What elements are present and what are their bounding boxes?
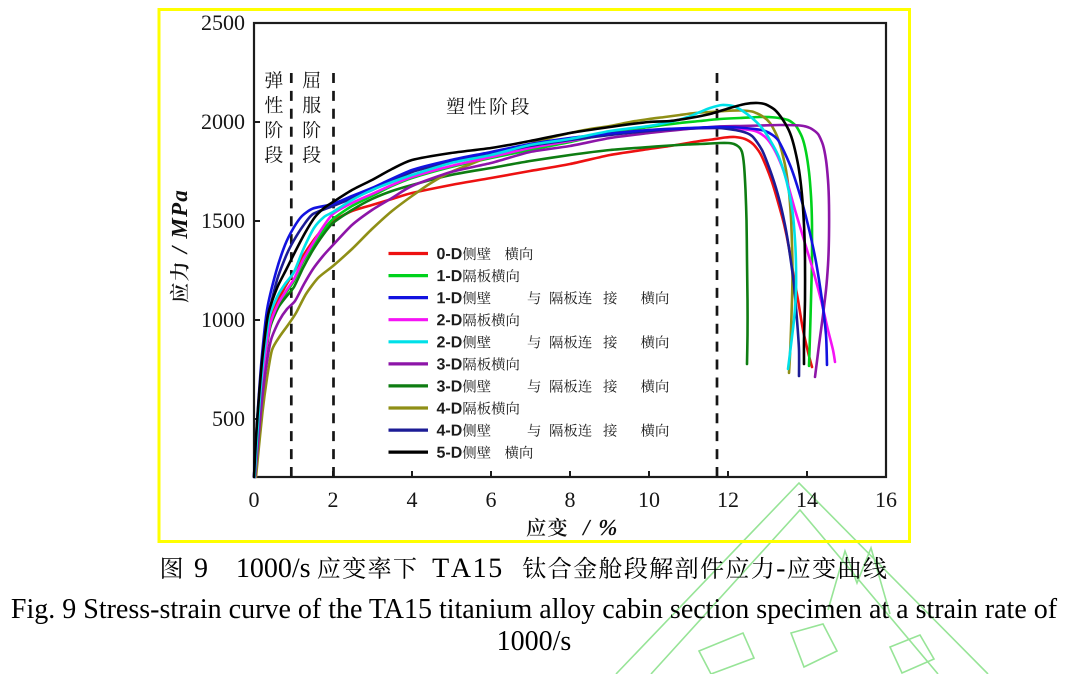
svg-text:2000: 2000	[201, 109, 245, 134]
svg-text:500: 500	[212, 406, 245, 431]
svg-text:6: 6	[486, 487, 497, 512]
svg-text:1000: 1000	[201, 307, 245, 332]
svg-text:2500: 2500	[201, 10, 245, 35]
svg-text:12: 12	[717, 487, 739, 512]
svg-text:8: 8	[565, 487, 576, 512]
svg-text:10: 10	[638, 487, 660, 512]
svg-text:4: 4	[407, 487, 418, 512]
svg-text:16: 16	[875, 487, 897, 512]
svg-text:0: 0	[249, 487, 260, 512]
svg-text:14: 14	[796, 487, 818, 512]
svg-text:2: 2	[328, 487, 339, 512]
svg-text:1500: 1500	[201, 208, 245, 233]
